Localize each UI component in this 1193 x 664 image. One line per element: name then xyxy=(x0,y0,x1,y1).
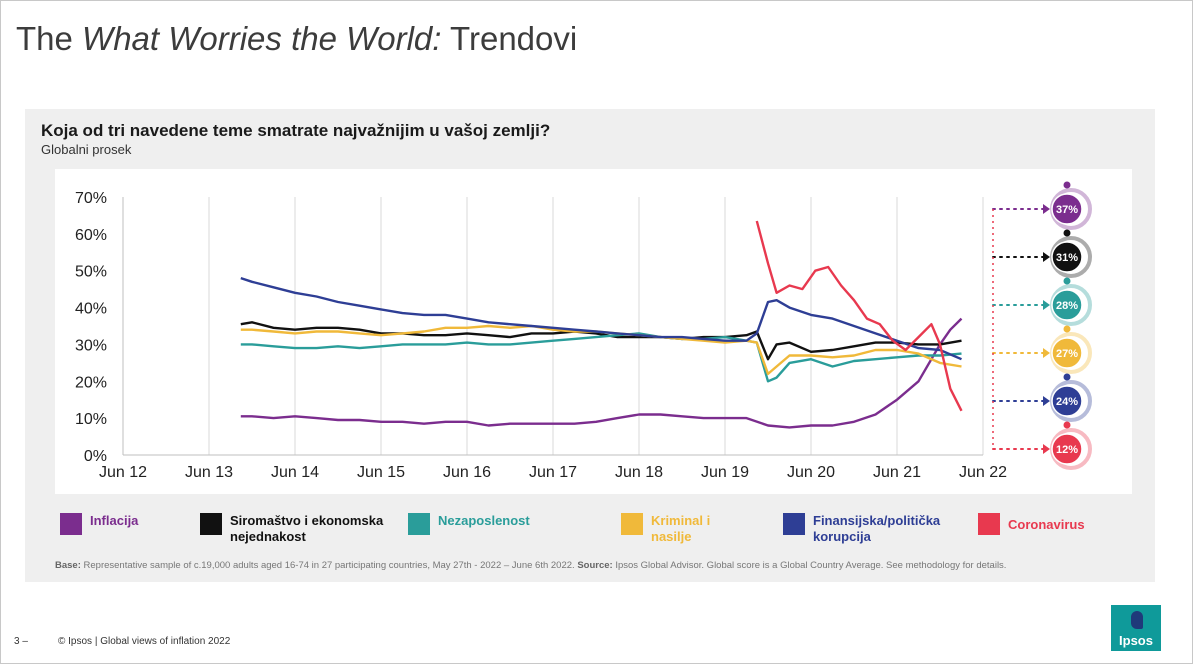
legend-label-coronavirus: Coronavirus xyxy=(1008,517,1085,532)
value-dot xyxy=(1063,421,1071,429)
leader-arrow xyxy=(1043,300,1050,310)
leader-arrow xyxy=(1043,396,1050,406)
legend-item-inflacija: Inflacija xyxy=(60,513,260,535)
ipsos-logo: Ipsos xyxy=(1111,605,1161,651)
legend-swatch-inflacija xyxy=(60,513,82,535)
value-bubble xyxy=(1051,193,1083,225)
legend-label-kriminal: Kriminal i nasilje xyxy=(651,513,711,544)
chart-legend: Inflacija Siromaštvo i ekonomska nejedna… xyxy=(25,509,1155,549)
x-tick-label: Jun 22 xyxy=(959,464,1007,481)
leader-arrow xyxy=(1043,252,1050,262)
series-line xyxy=(755,220,963,412)
page-title: The What Worries the World: Trendovi xyxy=(16,20,578,57)
legend-label-siromastvo: Siromaštvo i ekonomska nejednakost xyxy=(230,513,384,544)
footer-text: © Ipsos | Global views of inflation 2022 xyxy=(58,636,231,647)
value-label: 31% xyxy=(1056,252,1078,264)
chart-question: Koja od tri navedene teme smatrate najva… xyxy=(41,121,551,140)
y-tick-label: 60% xyxy=(75,227,107,244)
chart-subtitle: Globalni prosek xyxy=(41,142,132,157)
value-bubble xyxy=(1051,337,1083,369)
value-label: 28% xyxy=(1056,300,1078,312)
x-tick-label: Jun 14 xyxy=(271,464,319,481)
legend-swatch-coronavirus xyxy=(978,513,1000,535)
x-tick-label: Jun 20 xyxy=(787,464,835,481)
base-note: Base: Representative sample of c.19,000 … xyxy=(55,560,1007,571)
y-tick-label: 20% xyxy=(75,374,107,391)
legend-item-korupcija: Finansijska/politička korupcija xyxy=(783,513,953,545)
leader-arrow xyxy=(1043,348,1050,358)
value-dot xyxy=(1063,181,1071,189)
value-dot xyxy=(1063,277,1071,285)
y-tick-label: 70% xyxy=(75,190,107,207)
legend-swatch-siromastvo xyxy=(200,513,222,535)
ipsos-logo-text: Ipsos xyxy=(1119,633,1153,648)
legend-item-siromastvo: Siromaštvo i ekonomska nejednakost xyxy=(200,513,400,545)
y-tick-label: 0% xyxy=(84,448,107,465)
chart-panel: Koja od tri navedene teme smatrate najva… xyxy=(25,109,1155,582)
value-label: 24% xyxy=(1056,396,1078,408)
y-tick-label: 50% xyxy=(75,264,107,281)
value-label: 27% xyxy=(1056,348,1078,360)
value-label: 37% xyxy=(1056,204,1078,216)
value-bubble xyxy=(1051,385,1083,417)
legend-swatch-kriminal xyxy=(621,513,643,535)
x-tick-label: Jun 21 xyxy=(873,464,921,481)
legend-item-coronavirus: Coronavirus xyxy=(978,513,1128,535)
legend-label-nezaposlenost: Nezaposlenost xyxy=(438,513,530,528)
value-bubble xyxy=(1051,289,1083,321)
legend-item-kriminal: Kriminal i nasilje xyxy=(621,513,721,545)
x-tick-label: Jun 18 xyxy=(615,464,663,481)
value-bubble xyxy=(1051,433,1083,465)
x-tick-label: Jun 12 xyxy=(99,464,147,481)
value-dot xyxy=(1063,229,1071,237)
legend-swatch-korupcija xyxy=(783,513,805,535)
legend-swatch-nezaposlenost xyxy=(408,513,430,535)
page-title-italic: What Worries the World: xyxy=(82,20,442,57)
legend-label-inflacija: Inflacija xyxy=(90,513,139,528)
value-label: 12% xyxy=(1056,444,1078,456)
series-line xyxy=(240,276,962,361)
value-dot xyxy=(1063,325,1071,333)
page-number: 3 – xyxy=(14,636,28,647)
leader-arrow xyxy=(1043,204,1050,214)
x-tick-label: Jun 13 xyxy=(185,464,233,481)
x-tick-label: Jun 19 xyxy=(701,464,749,481)
series-line xyxy=(240,317,963,429)
value-bubble xyxy=(1051,241,1083,273)
x-tick-label: Jun 15 xyxy=(357,464,405,481)
series-line xyxy=(240,321,962,361)
value-dot xyxy=(1063,373,1071,381)
line-chart: 0% 10% 20% 30% 40% 50% 60% 70% Jun 12 Jun 13 Jun 1… xyxy=(75,181,1092,481)
y-tick-label: 40% xyxy=(75,301,107,318)
series-line xyxy=(240,332,962,383)
y-tick-label: 10% xyxy=(75,411,107,428)
legend-label-korupcija: Finansijska/politička korupcija xyxy=(813,513,941,544)
x-tick-label: Jun 16 xyxy=(443,464,491,481)
x-tick-label: Jun 17 xyxy=(529,464,577,481)
ipsos-logo-mark xyxy=(1131,611,1143,629)
leader-arrow xyxy=(1043,444,1050,454)
chart-box: 0% 10% 20% 30% 40% 50% 60% 70% Jun 12 Jun 13 Jun 1… xyxy=(55,169,1132,494)
y-tick-label: 30% xyxy=(75,337,107,354)
legend-item-nezaposlenost: Nezaposlenost xyxy=(408,513,608,535)
